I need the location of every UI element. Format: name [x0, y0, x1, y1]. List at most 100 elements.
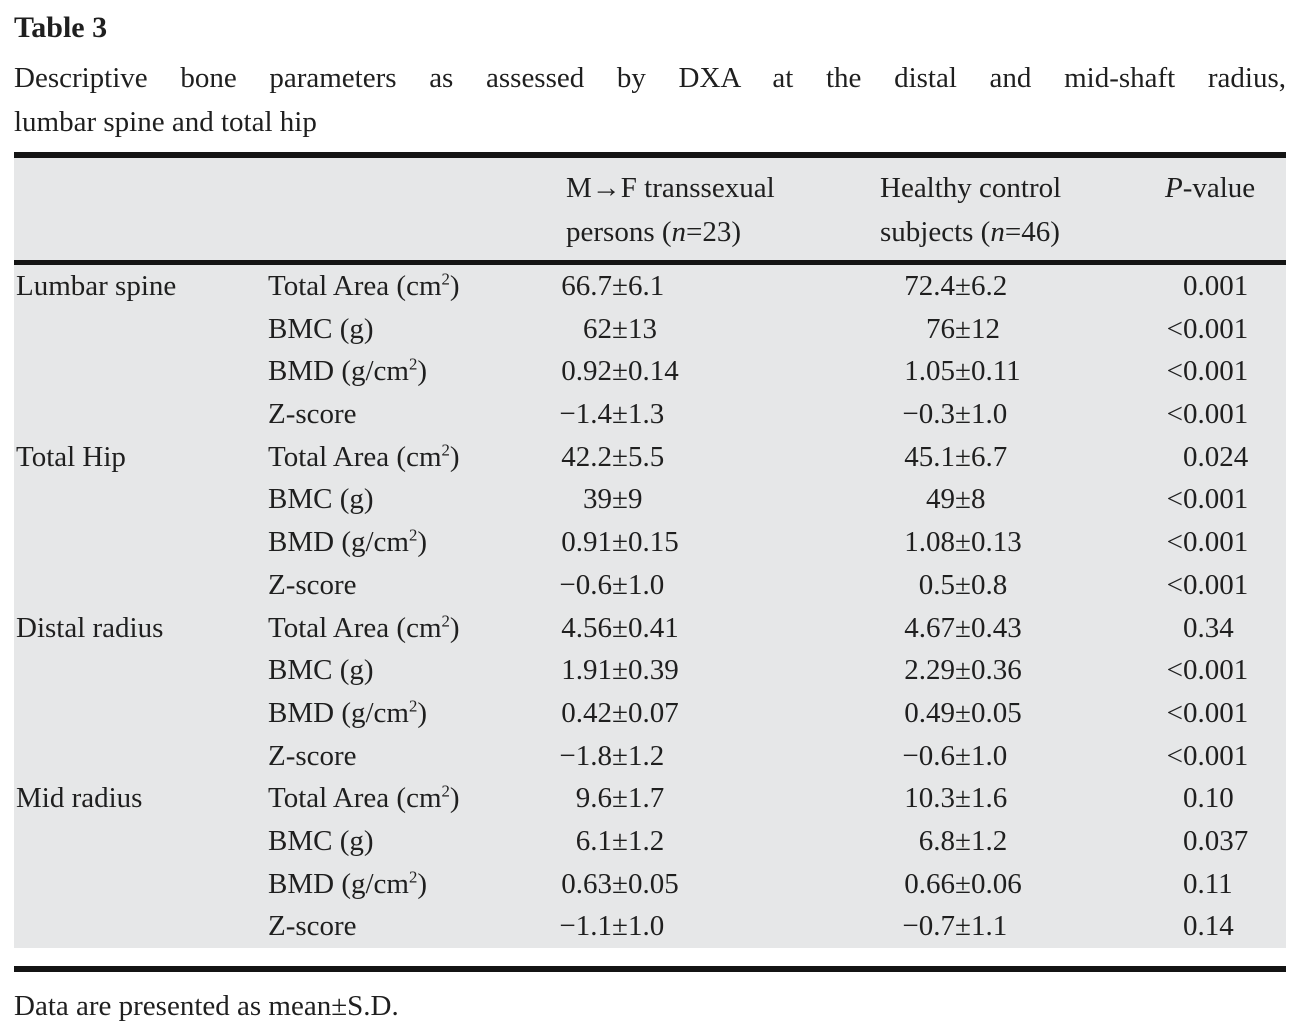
row-parameter-label: BMD (g/cm2) [268, 867, 428, 900]
cell-p-value: <0.001 [1166, 568, 1249, 601]
table-row: BMD (g/cm2) 0.63±0.05 0.66±0.06 0.11 [14, 863, 1286, 906]
cell-mtf-value: 0.63±0.05 [561, 867, 679, 900]
table-row: Z-score −1.8±1.2 −0.6±1.0 <0.001 [14, 735, 1286, 778]
row-parameter-label: BMC (g) [268, 312, 374, 345]
column-header-mtf: M→F transsexual persons (n=23) [566, 166, 775, 254]
row-parameter-label: BMC (g) [268, 824, 374, 857]
cell-mtf-value: 0.92±0.14 [561, 355, 679, 388]
column-header-control-line1: Healthy control [880, 172, 1062, 204]
cell-mtf-value: 66.7±6.1 [561, 270, 665, 302]
row-parameter-label: BMC (g) [268, 654, 374, 687]
cell-p-value: <0.001 [1166, 696, 1249, 729]
cell-p-value: 0.024 [1183, 440, 1249, 473]
table-row: Z-score −1.4±1.3 −0.3±1.0 <0.001 [14, 393, 1286, 436]
table-bottom-rule [14, 966, 1286, 972]
table-row: BMC (g) 62±13 76±12 <0.001 [14, 308, 1286, 351]
cell-mtf-value: 9.6±1.7 [575, 782, 665, 815]
row-parameter-label: Total Area (cm2) [268, 611, 460, 644]
cell-mtf-value: 62±13 [583, 312, 657, 345]
row-parameter-label: Z-score [268, 910, 357, 943]
row-group-label: Total Hip [16, 440, 126, 473]
row-parameter-label: Total Area (cm2) [268, 440, 460, 473]
cell-p-value: <0.001 [1166, 654, 1249, 687]
table-row: BMD (g/cm2) 0.91±0.15 1.08±0.13 <0.001 [14, 521, 1286, 564]
cell-control-value: 72.4±6.2 [904, 270, 1008, 302]
table-caption-line-2: lumbar spine and total hip [14, 106, 317, 138]
column-header-control: Healthy control subjects (n=46) [880, 166, 1061, 254]
cell-control-value: −0.6±1.0 [902, 739, 1008, 772]
row-parameter-label: Z-score [268, 568, 357, 601]
column-header-mtf-line2: persons (n=23) [566, 216, 742, 248]
row-parameter-label: Z-score [268, 739, 357, 772]
cell-control-value: −0.3±1.0 [902, 398, 1008, 431]
cell-mtf-value: −1.4±1.3 [559, 398, 665, 431]
table-top-rule [14, 152, 1286, 158]
row-parameter-label: BMD (g/cm2) [268, 696, 428, 729]
cell-control-value: 0.66±0.06 [904, 867, 1022, 900]
cell-control-value: 2.29±0.36 [904, 654, 1022, 687]
cell-control-value: 1.05±0.11 [904, 355, 1021, 388]
table-row: BMD (g/cm2) 0.42±0.07 0.49±0.05 <0.001 [14, 692, 1286, 735]
table-row: Lumbar spine Total Area (cm2) 66.7±6.1 7… [14, 265, 1286, 308]
cell-mtf-value: −1.1±1.0 [559, 910, 665, 943]
table-row: Z-score −1.1±1.0 −0.7±1.1 0.14 [14, 905, 1286, 948]
table-row: Total Hip Total Area (cm2) 42.2±5.5 45.1… [14, 436, 1286, 479]
cell-mtf-value: 1.91±0.39 [561, 654, 679, 687]
table-header-rule [14, 260, 1286, 265]
cell-mtf-value: 39±9 [583, 483, 643, 516]
cell-control-value: 45.1±6.7 [904, 440, 1008, 473]
table-row: Z-score −0.6±1.0 0.5±0.8 <0.001 [14, 564, 1286, 607]
row-group-label: Mid radius [16, 782, 143, 815]
cell-mtf-value: 0.42±0.07 [561, 696, 679, 729]
cell-p-value: <0.001 [1166, 526, 1249, 559]
table-row: Distal radius Total Area (cm2) 4.56±0.41… [14, 607, 1286, 650]
table-caption-line-1: Descriptive bone parameters as assessed … [14, 62, 1286, 94]
cell-control-value: 4.67±0.43 [904, 611, 1022, 644]
cell-mtf-value: 0.91±0.15 [561, 526, 679, 559]
row-parameter-label: Total Area (cm2) [268, 269, 460, 302]
cell-mtf-value: −1.8±1.2 [559, 739, 665, 772]
table-footnote: Data are presented as mean±S.D. [14, 990, 399, 1022]
column-header-pvalue: P-value [1165, 172, 1256, 204]
cell-p-value: <0.001 [1166, 312, 1249, 345]
cell-control-value: 6.8±1.2 [918, 824, 1008, 857]
cell-p-value: 0.001 [1183, 270, 1249, 302]
row-parameter-label: BMD (g/cm2) [268, 354, 428, 388]
table-row: Mid radius Total Area (cm2) 9.6±1.7 10.3… [14, 777, 1286, 820]
column-header-control-line2: subjects (n=46) [880, 216, 1060, 248]
cell-p-value: <0.001 [1166, 739, 1249, 772]
table-row: BMC (g) 39±9 49±8 <0.001 [14, 478, 1286, 521]
cell-p-value: 0.037 [1183, 824, 1249, 857]
cell-control-value: 76±12 [926, 312, 1000, 345]
row-group-label: Distal radius [16, 611, 164, 644]
row-parameter-label: Total Area (cm2) [268, 781, 460, 815]
cell-mtf-value: 6.1±1.2 [575, 824, 665, 857]
cell-p-value: <0.001 [1166, 483, 1249, 516]
cell-mtf-value: −0.6±1.0 [559, 568, 665, 601]
cell-p-value: 0.10 [1183, 782, 1234, 815]
table-row: BMC (g) 6.1±1.2 6.8±1.2 0.037 [14, 820, 1286, 863]
row-parameter-label: BMD (g/cm2) [268, 525, 428, 559]
cell-control-value: 1.08±0.13 [904, 526, 1022, 559]
table-row: BMC (g) 1.91±0.39 2.29±0.36 <0.001 [14, 649, 1286, 692]
cell-control-value: 49±8 [926, 483, 986, 516]
cell-mtf-value: 42.2±5.5 [561, 440, 665, 473]
table-background-panel [14, 158, 1286, 948]
cell-p-value: <0.001 [1166, 398, 1249, 431]
row-group-label: Lumbar spine [16, 270, 177, 302]
cell-p-value: 0.11 [1183, 867, 1233, 900]
row-parameter-label: Z-score [268, 398, 357, 431]
cell-p-value: 0.14 [1183, 910, 1234, 943]
cell-control-value: 10.3±1.6 [904, 782, 1008, 815]
cell-p-value: <0.001 [1166, 355, 1249, 388]
table-body: Lumbar spine Total Area (cm2) 66.7±6.1 7… [14, 265, 1286, 948]
cell-mtf-value: 4.56±0.41 [561, 611, 679, 644]
column-header-mtf-line1: M→F transsexual [566, 172, 775, 204]
cell-p-value: 0.34 [1183, 611, 1234, 644]
cell-control-value: −0.7±1.1 [902, 910, 1008, 943]
table-row: BMD (g/cm2) 0.92±0.14 1.05±0.11 <0.001 [14, 350, 1286, 393]
table-number-label: Table 3 [14, 11, 108, 44]
cell-control-value: 0.49±0.05 [904, 696, 1022, 729]
row-parameter-label: BMC (g) [268, 483, 374, 516]
